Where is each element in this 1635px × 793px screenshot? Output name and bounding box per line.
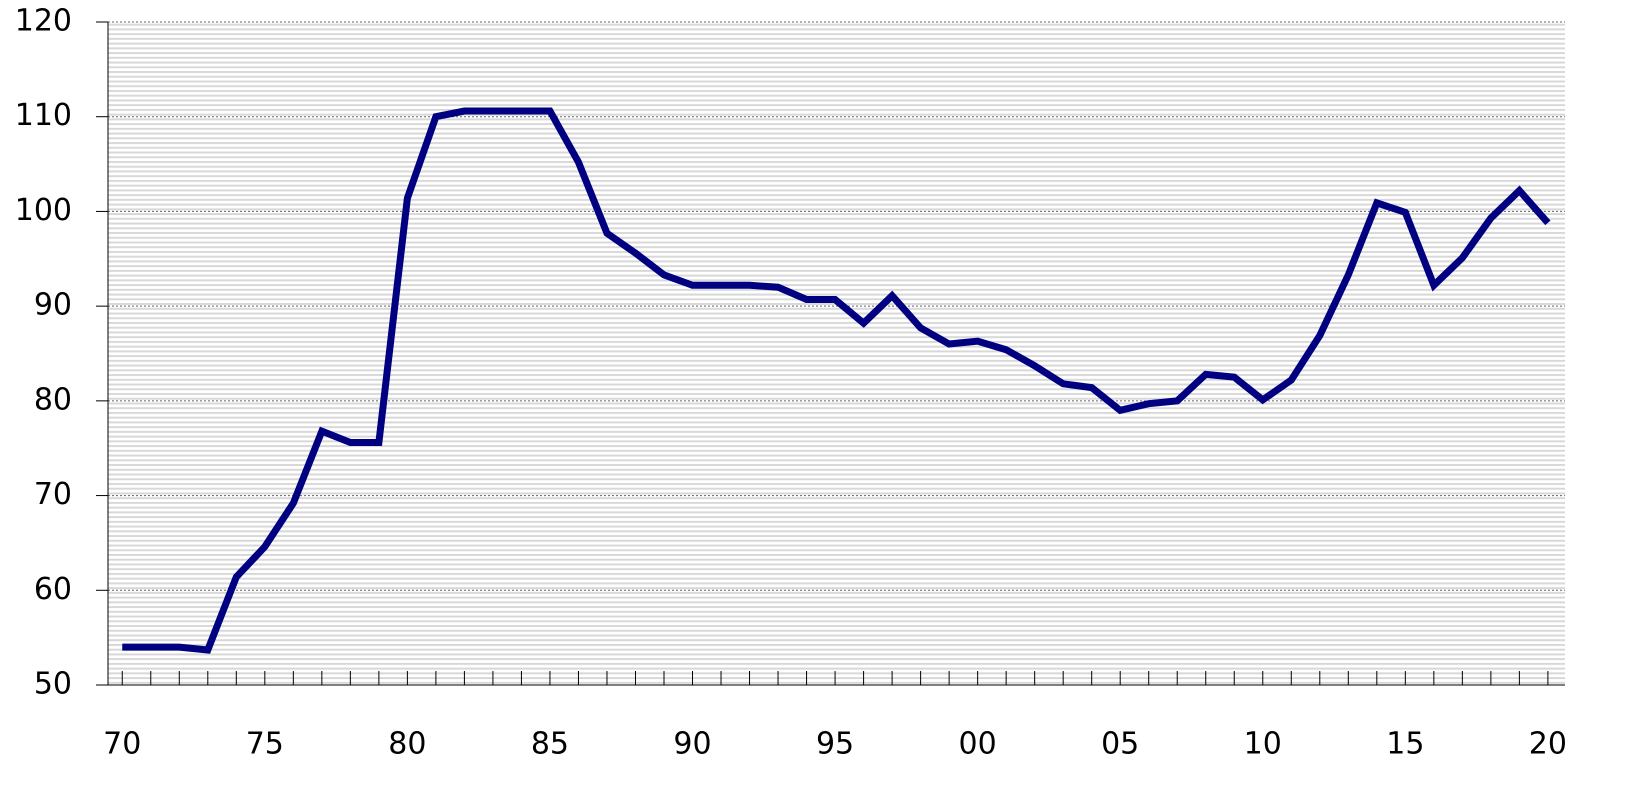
plot-background — [108, 22, 1565, 685]
y-tick-label: 100 — [15, 193, 72, 228]
x-tick-label: 70 — [103, 727, 141, 762]
x-tick-label: 15 — [1386, 727, 1424, 762]
y-tick-label: 70 — [34, 477, 72, 512]
x-tick-label: 00 — [959, 727, 997, 762]
data-line — [122, 107, 1551, 654]
y-tick-label: 110 — [15, 98, 72, 133]
y-tick-label: 80 — [34, 382, 72, 417]
x-tick-label: 95 — [816, 727, 854, 762]
y-tick-label: 90 — [34, 288, 72, 323]
x-tick-label: 85 — [531, 727, 569, 762]
x-tick-label: 05 — [1101, 727, 1139, 762]
x-tick-label: 75 — [246, 727, 284, 762]
x-tick-label: 10 — [1244, 727, 1282, 762]
x-tick-label: 80 — [388, 727, 426, 762]
y-tick-label: 120 — [15, 4, 72, 39]
y-tick-label: 50 — [34, 667, 72, 702]
y-tick-label: 60 — [34, 572, 72, 607]
x-tick-label: 90 — [673, 727, 711, 762]
x-tick-label: 20 — [1529, 727, 1567, 762]
